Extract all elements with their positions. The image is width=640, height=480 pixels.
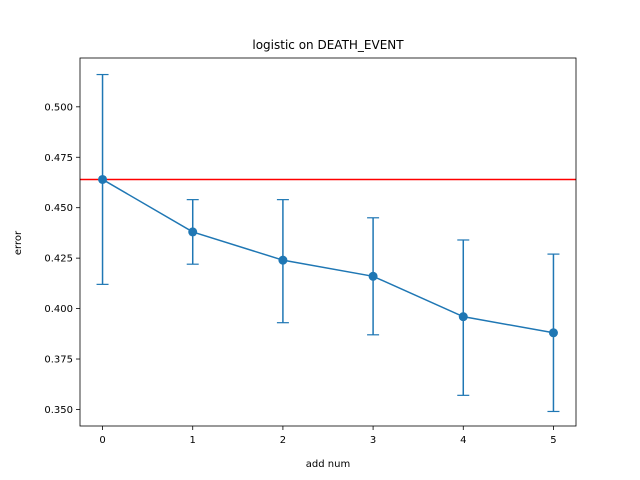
y-tick-label: 0.450 <box>44 203 73 214</box>
x-tick-label: 2 <box>280 435 286 446</box>
plot-area <box>79 57 577 427</box>
y-tick-label: 0.425 <box>44 254 73 265</box>
y-tick-label: 0.475 <box>44 153 73 164</box>
data-point <box>368 271 378 281</box>
x-tick-label: 5 <box>550 435 556 446</box>
chart-title: logistic on DEATH_EVENT <box>252 38 404 52</box>
data-point <box>98 174 108 184</box>
x-tick-label: 4 <box>460 435 466 446</box>
x-tick-label: 1 <box>190 435 196 446</box>
x-axis: 0 1 2 3 4 5 <box>99 426 557 446</box>
data-point <box>548 328 558 338</box>
plot-frame <box>79 57 577 427</box>
y-tick-label: 0.500 <box>44 102 73 113</box>
y-tick-label: 0.400 <box>44 304 73 315</box>
x-tick-label: 3 <box>370 435 376 446</box>
x-axis-label: add num <box>306 459 350 470</box>
data-point <box>278 255 288 265</box>
x-tick-label: 0 <box>99 435 105 446</box>
y-tick-label: 0.375 <box>44 355 73 366</box>
y-axis-label: error <box>13 230 24 255</box>
data-point <box>458 312 468 322</box>
data-point <box>188 227 198 237</box>
y-tick-label: 0.350 <box>44 405 73 416</box>
series-line <box>102 178 554 334</box>
y-axis: 0.350 0.375 0.400 0.425 0.450 0.475 0.500 <box>44 102 80 416</box>
